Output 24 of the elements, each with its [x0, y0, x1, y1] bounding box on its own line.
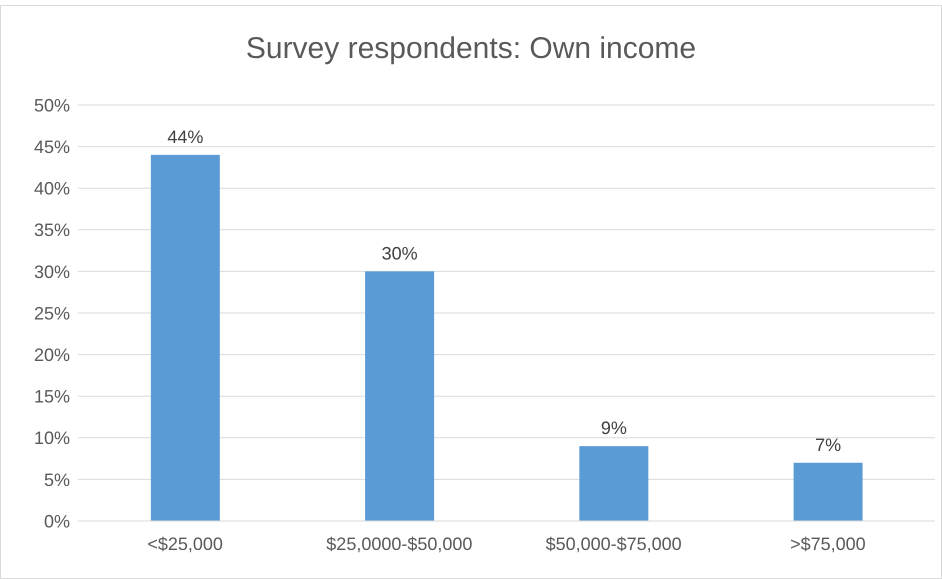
x-tick-label: <$25,000: [147, 534, 223, 554]
y-tick-label: 35%: [34, 220, 70, 240]
bar: [150, 154, 220, 521]
data-label: 9%: [600, 418, 627, 438]
y-tick-label: 20%: [34, 344, 70, 365]
y-tick-label: 30%: [34, 262, 70, 282]
y-tick-label: 50%: [34, 95, 70, 116]
bar: [579, 446, 648, 521]
x-tick-label: >$75,000: [790, 534, 866, 554]
y-tick-label: 40%: [34, 178, 70, 199]
y-tick-label: 15%: [34, 386, 70, 407]
y-tick-label: 5%: [44, 470, 70, 490]
y-tick-label: 0%: [44, 511, 70, 532]
bar: [794, 462, 863, 521]
bar: [365, 271, 434, 521]
x-tick-label: $25,0000-$50,000: [326, 534, 472, 554]
chart-title: Survey respondents: Own income: [244, 32, 698, 66]
y-tick-label: 25%: [34, 303, 70, 324]
x-tick-label: $50,000-$75,000: [546, 534, 682, 554]
y-tick-label: 10%: [34, 428, 70, 448]
data-label: 7%: [815, 434, 842, 455]
data-label: 30%: [382, 243, 418, 264]
y-tick-label: 45%: [34, 136, 70, 157]
data-label: 44%: [167, 126, 204, 147]
